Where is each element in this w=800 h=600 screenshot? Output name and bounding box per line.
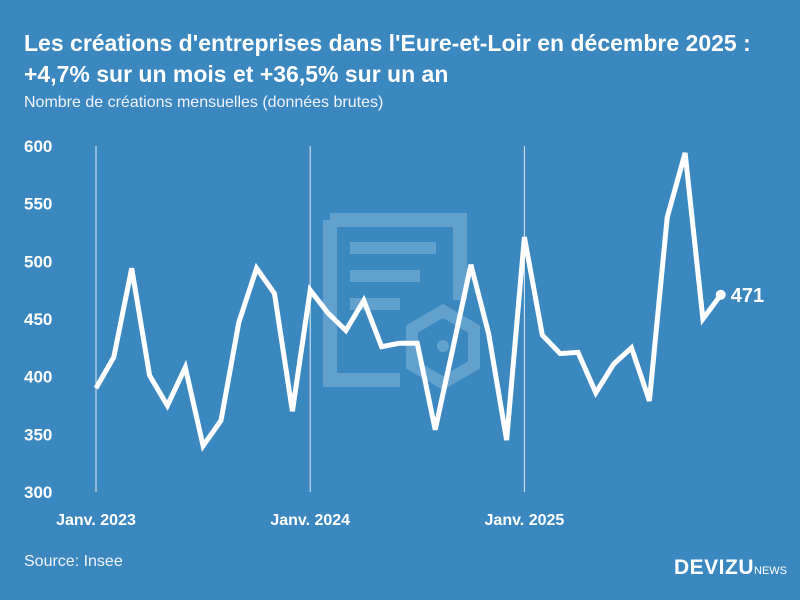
y-tick-label: 450 [24, 310, 52, 329]
series-line [93, 152, 723, 452]
source-note: Source: Insee [24, 553, 123, 570]
chart-subtitle: Nombre de créations mensuelles (données … [24, 94, 384, 111]
x-tick-label: Janv. 2023 [56, 512, 136, 529]
end-value-label: 471 [731, 285, 764, 307]
chart-title: Les créations d'entreprises dans l'Eure-… [24, 30, 751, 87]
logo-main: DEVIZU [674, 556, 755, 579]
y-tick-label: 550 [24, 195, 52, 214]
logo-suffix: NEWS [754, 565, 788, 577]
x-tick-label: Janv. 2024 [270, 512, 350, 529]
y-tick-label: 600 [24, 137, 52, 156]
brand-logo: DEVIZUNEWS [674, 556, 787, 580]
end-point-marker [715, 289, 726, 300]
y-tick-label: 350 [24, 425, 52, 444]
y-tick-label: 300 [24, 483, 52, 502]
y-tick-label: 500 [24, 252, 52, 271]
x-tick-label: Janv. 2025 [485, 512, 565, 529]
y-tick-label: 400 [24, 368, 52, 387]
